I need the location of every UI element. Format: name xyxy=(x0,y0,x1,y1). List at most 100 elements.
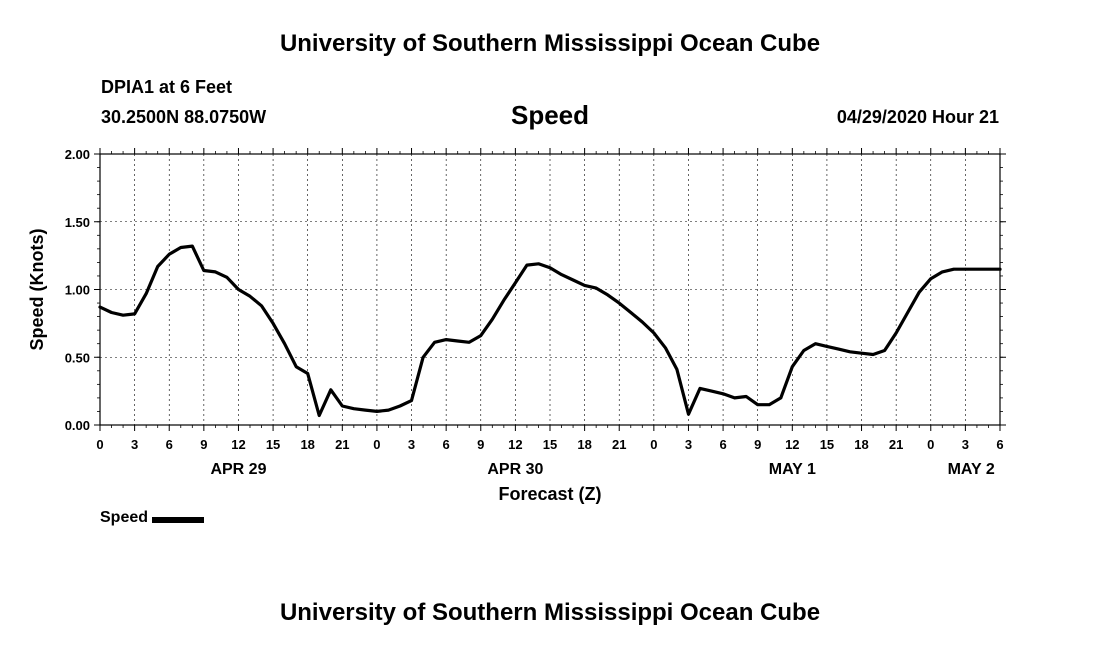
data-point xyxy=(121,314,125,317)
data-point xyxy=(952,267,956,271)
x-tick-label: 3 xyxy=(408,437,415,452)
date-label: MAY 2 xyxy=(948,461,995,478)
x-tick-label: 3 xyxy=(962,437,969,452)
data-point xyxy=(894,331,898,335)
data-point xyxy=(214,270,217,274)
data-point xyxy=(202,269,206,272)
data-point xyxy=(156,265,159,268)
data-point xyxy=(144,292,148,295)
y-tick-label: 1.00 xyxy=(65,283,90,298)
data-point xyxy=(548,266,552,270)
data-point xyxy=(779,396,782,400)
x-tick-label: 0 xyxy=(650,437,657,452)
data-point xyxy=(744,395,748,398)
data-point xyxy=(987,267,990,271)
data-point xyxy=(237,288,240,291)
data-point xyxy=(687,412,690,416)
data-point xyxy=(110,311,113,314)
data-point xyxy=(814,342,817,345)
data-point xyxy=(975,267,979,271)
data-point xyxy=(618,301,621,305)
date-label: MAY 1 xyxy=(769,461,816,478)
x-tick-label: 0 xyxy=(373,437,380,452)
x-tick-label: 12 xyxy=(785,437,799,452)
data-point xyxy=(606,293,609,297)
data-point xyxy=(710,389,713,393)
date-label: APR 30 xyxy=(487,461,543,478)
x-tick-label: 18 xyxy=(577,437,591,452)
data-point xyxy=(98,305,102,309)
data-point xyxy=(641,320,644,324)
x-tick-label: 12 xyxy=(231,437,245,452)
data-point xyxy=(133,312,136,316)
data-point xyxy=(318,414,321,417)
data-point xyxy=(929,277,932,280)
x-tick-label: 9 xyxy=(477,437,484,452)
x-tick-label: 0 xyxy=(927,437,934,452)
x-tick-label: 15 xyxy=(266,437,280,452)
x-tick-label: 21 xyxy=(612,437,626,452)
data-point xyxy=(871,353,875,356)
data-point xyxy=(260,304,263,307)
coordinates-label: 30.2500N 88.0750W xyxy=(101,107,267,127)
x-tick-label: 18 xyxy=(854,437,868,452)
data-point xyxy=(433,341,436,344)
data-point xyxy=(756,403,759,406)
data-point xyxy=(768,403,771,406)
data-point xyxy=(571,278,575,282)
date-label: APR 29 xyxy=(210,461,266,478)
data-point xyxy=(283,342,286,345)
data-point xyxy=(525,263,529,267)
data-point xyxy=(294,365,298,368)
data-point xyxy=(721,392,725,396)
x-tick-label: 9 xyxy=(754,437,761,452)
data-point xyxy=(387,408,390,412)
x-tick-label: 12 xyxy=(508,437,522,452)
data-point xyxy=(918,291,921,294)
data-point xyxy=(514,281,517,284)
y-axis-label: Speed (Knots) xyxy=(27,228,47,350)
data-point xyxy=(698,387,702,390)
x-tick-label: 3 xyxy=(685,437,692,452)
data-point xyxy=(825,345,829,348)
x-tick-label: 6 xyxy=(996,437,1003,452)
data-point xyxy=(594,286,598,290)
data-point xyxy=(664,346,667,349)
data-point xyxy=(837,347,840,351)
x-tick-label: 15 xyxy=(543,437,557,452)
data-point xyxy=(883,349,886,352)
data-point xyxy=(629,311,632,314)
data-point xyxy=(906,311,909,314)
data-point xyxy=(271,322,275,325)
data-point xyxy=(964,267,967,271)
footer-title: University of Southern Mississippi Ocean… xyxy=(279,599,821,626)
data-point xyxy=(675,368,679,371)
data-point xyxy=(998,267,1002,271)
data-point xyxy=(341,404,344,408)
data-point xyxy=(306,372,309,375)
x-tick-label: 0 xyxy=(96,437,103,452)
datetime-label: 04/29/2020 Hour 21 xyxy=(836,107,999,127)
x-tick-label: 9 xyxy=(200,437,207,452)
data-point xyxy=(652,331,656,335)
x-tick-label: 3 xyxy=(131,437,138,452)
legend: Speed xyxy=(100,509,205,527)
y-tick-label: 1.50 xyxy=(65,215,90,230)
data-point xyxy=(444,338,448,341)
data-point xyxy=(791,365,794,368)
page-title: University of Southern Mississippi Ocean… xyxy=(279,30,821,57)
data-point xyxy=(491,318,494,321)
data-point xyxy=(375,410,379,413)
data-point xyxy=(848,350,852,354)
data-point xyxy=(191,244,194,248)
x-tick-label: 21 xyxy=(889,437,903,452)
x-tick-label: 21 xyxy=(335,437,349,452)
legend-label: Speed xyxy=(100,509,149,526)
chart-title: Speed xyxy=(510,100,590,130)
data-point xyxy=(941,270,944,274)
y-tick-label: 0.50 xyxy=(65,350,90,365)
x-tick-label: 18 xyxy=(300,437,314,452)
data-point xyxy=(352,407,356,410)
x-tick-label: 6 xyxy=(443,437,450,452)
